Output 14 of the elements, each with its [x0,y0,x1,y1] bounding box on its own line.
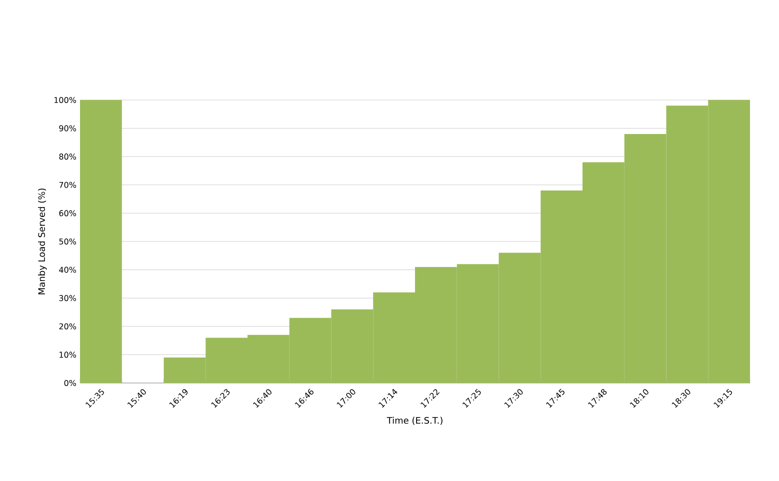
y-tick-label: 70% [59,182,76,188]
y-tick-label: 100% [54,96,76,104]
y-tick-label: 30% [59,295,76,302]
y-tick-label: 40% [59,266,76,273]
y-tick-label: 20% [59,323,76,330]
y-tick-label: 50% [59,238,76,245]
y-tick-label: 60% [59,210,76,216]
y-axis-title: Manby Load Served (%) [38,188,47,294]
y-tick-label: 10% [60,352,76,358]
bar [80,100,122,383]
y-tick-label: 0% [64,380,76,386]
y-tick-label: 80% [59,154,76,160]
y-tick-label: 90% [59,125,76,132]
x-axis-title: Time (E.S.T.) [386,416,442,425]
